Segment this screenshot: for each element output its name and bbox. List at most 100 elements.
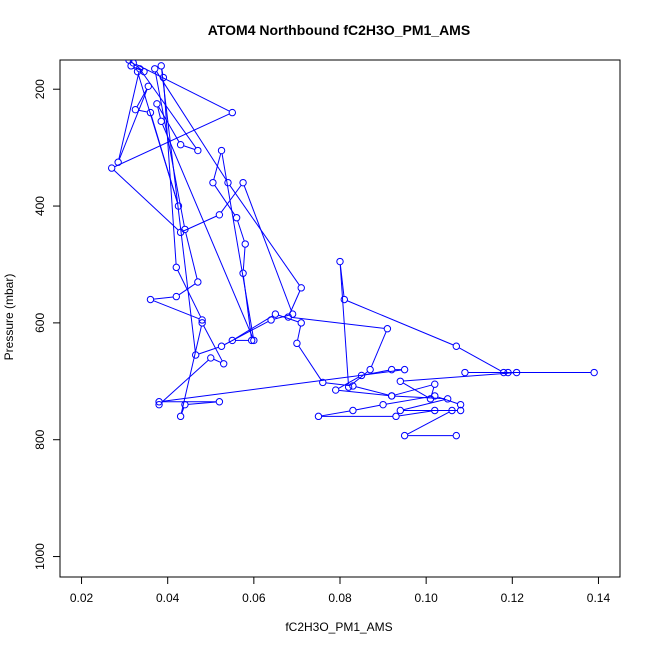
y-tick-label: 200 <box>33 79 47 99</box>
plot-frame <box>59 59 621 578</box>
series-line-segment <box>114 113 230 168</box>
data-point <box>349 406 357 415</box>
data-point <box>456 400 465 409</box>
series-line-segment <box>339 264 345 297</box>
y-axis: 200 400 600 800 1000 <box>33 79 61 570</box>
series-line-segment <box>458 347 502 372</box>
series-line-segment <box>399 410 432 417</box>
data-point <box>239 269 247 277</box>
series-line-segment <box>137 74 179 204</box>
y-tick-label: 600 <box>33 313 47 333</box>
series-line-segment <box>118 71 140 160</box>
data-point <box>297 319 305 327</box>
data-point <box>125 60 133 64</box>
data-point <box>174 202 183 210</box>
data-point <box>387 365 396 374</box>
data-point <box>129 60 137 67</box>
x-tick-label: 0.04 <box>156 591 180 605</box>
series-line-segment <box>118 89 148 160</box>
series-line-segment <box>188 401 217 405</box>
data-point <box>340 295 349 304</box>
data-point <box>215 211 224 219</box>
data-point <box>144 82 153 90</box>
data-point <box>590 368 598 377</box>
series-line-segment <box>243 185 292 312</box>
series-line-segment <box>278 314 299 323</box>
x-axis: 0.02 0.04 0.06 0.08 0.10 0.12 0.14 <box>70 576 610 605</box>
data-point <box>284 313 293 321</box>
series-line-segment <box>203 325 223 362</box>
series-line-segment <box>221 153 254 338</box>
data-point <box>140 67 148 76</box>
series-line-segment <box>291 316 385 329</box>
data-point <box>426 395 435 403</box>
series-line-segment <box>153 296 174 300</box>
data-point <box>155 400 163 409</box>
series-line-segment <box>355 386 389 396</box>
series-line-segment <box>229 185 300 286</box>
data-point <box>431 406 439 415</box>
series-line-segment <box>355 404 381 411</box>
series-line-segment <box>161 68 164 75</box>
data-point <box>331 386 340 394</box>
y-tick-label: 400 <box>33 196 47 216</box>
data-point <box>194 278 202 286</box>
series-line-segment <box>161 359 209 403</box>
data-point <box>400 431 409 440</box>
data-point <box>383 325 392 333</box>
data-point <box>232 214 241 222</box>
data-point <box>267 316 275 324</box>
series-group <box>107 60 598 440</box>
series-line-segment <box>136 88 148 108</box>
data-point <box>131 105 140 114</box>
data-point <box>157 117 165 126</box>
data-point <box>456 406 465 415</box>
series-line-segment <box>156 71 227 181</box>
series-line-segment <box>338 376 359 389</box>
data-point <box>396 406 405 415</box>
data-point <box>172 263 181 272</box>
series-line-segment <box>370 331 387 367</box>
series-line-segment <box>180 325 202 414</box>
series-line-segment <box>242 247 246 271</box>
series-line-segment <box>407 411 450 435</box>
data-point <box>241 240 249 248</box>
data-point <box>392 412 400 421</box>
series-line-segment <box>338 389 389 397</box>
data-point <box>452 431 461 440</box>
series-line-segment <box>135 63 230 112</box>
data-point <box>504 368 512 377</box>
data-point <box>293 339 301 348</box>
data-point <box>499 368 508 377</box>
chart-title: ATOM4 Northbound fC2H3O_PM1_AMS <box>208 22 470 38</box>
series-line-segment <box>237 220 245 242</box>
series-line-segment <box>154 71 185 227</box>
data-point <box>250 336 258 345</box>
x-tick-label: 0.08 <box>328 591 352 605</box>
plot-area <box>107 60 598 440</box>
data-point <box>107 164 116 172</box>
data-point <box>198 316 206 324</box>
data-point <box>387 392 396 400</box>
x-tick-label: 0.06 <box>242 591 266 605</box>
data-point <box>151 65 159 73</box>
data-point <box>217 342 226 350</box>
data-point <box>357 371 366 380</box>
series-line-segment <box>289 290 301 315</box>
series-line-segment <box>298 345 322 381</box>
data-point <box>153 100 161 108</box>
series-line-segment <box>224 321 269 346</box>
data-point <box>224 178 232 187</box>
series-line-segment <box>321 410 350 417</box>
series-line-segment <box>394 384 432 396</box>
data-point <box>461 368 469 377</box>
series-line-segment <box>177 270 202 318</box>
series-line-segment <box>220 184 242 213</box>
data-point <box>155 398 163 406</box>
data-point <box>215 398 224 406</box>
data-point <box>217 146 226 155</box>
data-point <box>379 400 387 409</box>
data-point <box>181 225 189 234</box>
data-point <box>181 400 189 409</box>
